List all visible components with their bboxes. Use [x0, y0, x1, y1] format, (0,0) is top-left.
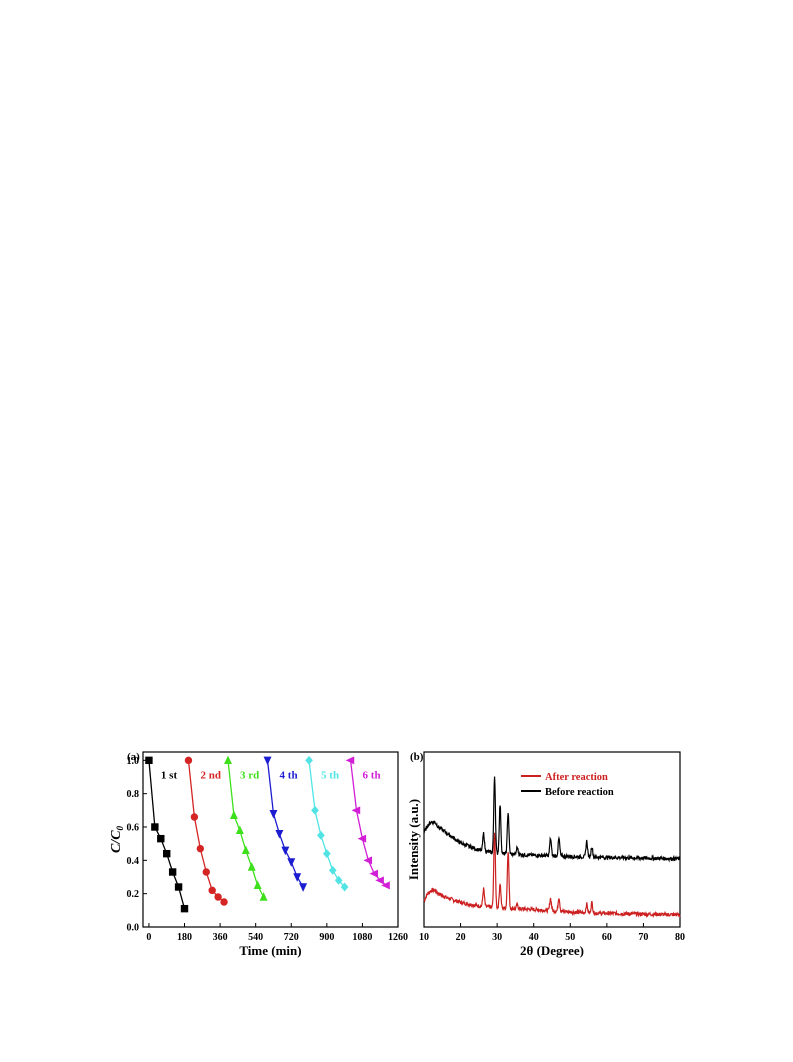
- data-point-a: [180, 904, 189, 913]
- series-label-a: 4 th: [280, 770, 298, 782]
- series-labels-a: 1 st 2 nd 3 rd 4 th 5 th 6 th: [161, 770, 381, 782]
- data-point-a: [184, 756, 193, 765]
- data-point-a: [369, 869, 378, 878]
- panel-b: (b) 10 20 30 40 50 60 70 80 After reaction Befor…: [406, 751, 685, 958]
- axis-ticks-b: 10 20 30 40 50 60 70 80: [419, 923, 685, 943]
- y-tick-label-a: 0.2: [127, 889, 140, 900]
- x-tick-label-a: 180: [177, 932, 192, 943]
- x-tick-label-a: 0: [146, 932, 151, 943]
- series-label-a: 2 nd: [200, 770, 221, 782]
- data-point-a: [214, 893, 222, 901]
- data-point-a: [202, 868, 210, 876]
- x-tick-label-a: 900: [319, 932, 334, 943]
- x-tick-label-a: 1260: [388, 932, 408, 943]
- data-point-a: [241, 845, 250, 855]
- data-point-a: [196, 844, 205, 853]
- data-point-a: [235, 825, 244, 835]
- plot-frame-b: [423, 751, 681, 928]
- data-point-a: [269, 809, 278, 819]
- data-point-a: [174, 883, 183, 891]
- data-point-a: [168, 868, 177, 876]
- data-point-a: [224, 755, 232, 765]
- y-axis-title-a: C/C0: [109, 825, 125, 853]
- x-tick-label-b: 40: [529, 932, 539, 943]
- x-tick-label-b: 50: [565, 932, 575, 943]
- x-tick-label-b: 30: [492, 932, 502, 943]
- data-point-a: [293, 873, 302, 882]
- data-point-a: [275, 829, 284, 839]
- legend-b: After reaction Before reaction: [521, 772, 614, 798]
- x-tick-label-a: 720: [284, 932, 299, 943]
- y-tick-label-a: 0.6: [127, 823, 140, 834]
- x-tick-label-a: 360: [213, 932, 228, 943]
- data-point-a: [363, 856, 373, 865]
- y-axis-title-main-a: C/C: [109, 830, 124, 853]
- plot-frame-a: [142, 751, 399, 928]
- data-point-a: [253, 880, 262, 890]
- x-tick-label-b: 20: [456, 932, 466, 943]
- data-point-a: [334, 875, 343, 885]
- x-tick-label-a: 540: [248, 932, 263, 943]
- data-point-a: [381, 881, 390, 890]
- xrd-pattern-line: [423, 832, 681, 919]
- data-point-a: [229, 810, 238, 820]
- x-tick-label-b: 60: [602, 932, 612, 943]
- y-tick-label-a: 0.0: [127, 923, 140, 934]
- series-group-b: [423, 776, 681, 919]
- data-point-a: [247, 862, 256, 871]
- x-axis-title-a: Time (min): [239, 943, 301, 958]
- x-tick-label-a: 1080: [352, 932, 372, 943]
- series-label-a: 6 th: [363, 770, 381, 782]
- data-point-a: [351, 806, 361, 815]
- data-point-a: [263, 756, 272, 766]
- data-point-a: [157, 834, 165, 843]
- data-point-a: [208, 886, 216, 895]
- panel-label-a: (a): [127, 751, 140, 763]
- series-label-a: 5 th: [321, 770, 339, 782]
- x-axis-title-b: 2θ (Degree): [520, 943, 584, 958]
- legend-label-b: After reaction: [545, 772, 608, 783]
- data-point-a: [322, 849, 331, 859]
- x-tick-label-b: 70: [638, 932, 648, 943]
- data-point-a: [190, 813, 199, 821]
- data-point-a: [281, 846, 290, 856]
- data-point-a: [259, 892, 268, 901]
- y-axis-title-b: Intensity (a.u.): [406, 799, 421, 880]
- data-point-a: [345, 756, 355, 765]
- data-point-a: [299, 883, 308, 892]
- data-point-a: [357, 834, 367, 843]
- series-label-a: 1 st: [161, 770, 178, 782]
- x-tick-label-b: 10: [419, 932, 429, 943]
- data-point-a: [145, 756, 153, 765]
- data-point-a: [340, 882, 349, 892]
- series-group-a: [145, 755, 390, 913]
- data-point-a: [375, 876, 384, 885]
- legend-label-b: Before reaction: [545, 787, 614, 798]
- data-point-a: [328, 865, 337, 875]
- axis-ticks-a: 0 180 360 540 720 900 1080 1260 0.0 0.2 0.4 0.6 0.8 1…: [127, 756, 409, 943]
- series-label-a: 3 rd: [240, 770, 259, 782]
- panel-label-b: (b): [410, 751, 424, 763]
- data-point-a: [305, 755, 313, 765]
- y-tick-label-a: 0.4: [127, 856, 140, 867]
- data-point-a: [317, 830, 325, 840]
- x-tick-label-b: 80: [675, 932, 685, 943]
- panel-a: (a) 0 180 360 540 720 900 1080 1260 0.0 0.2 0.4 0.6…: [109, 751, 408, 958]
- data-point-a: [287, 858, 296, 867]
- data-point-a: [311, 805, 319, 815]
- y-tick-label-a: 1.0: [127, 756, 140, 767]
- y-axis-title-sub-a: 0: [115, 825, 125, 830]
- xrd-pattern-line: [423, 776, 681, 863]
- data-point-a: [151, 823, 159, 831]
- data-point-a: [163, 849, 171, 858]
- y-tick-label-a: 0.8: [127, 789, 140, 800]
- data-point-a: [220, 898, 228, 906]
